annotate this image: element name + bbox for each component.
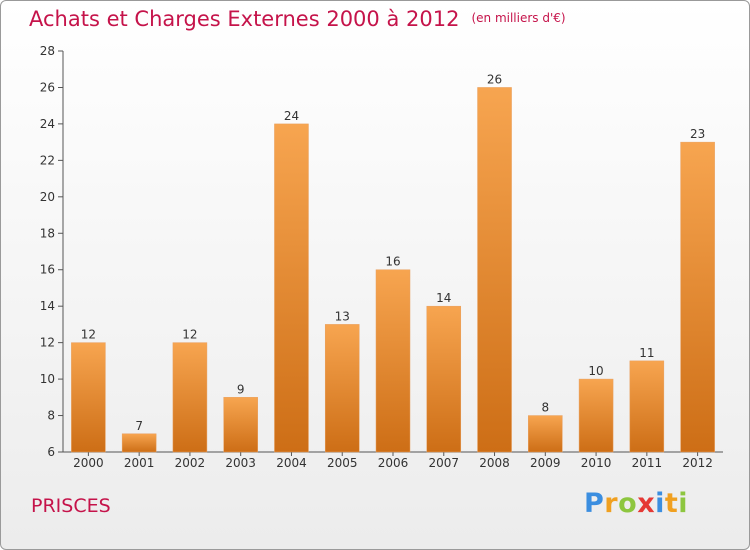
data-label: 12: [81, 328, 96, 342]
data-label: 10: [588, 364, 603, 378]
y-tick-label: 26: [40, 80, 55, 94]
bar: [375, 269, 411, 453]
data-label: 16: [385, 255, 400, 269]
x-tick-label: 2005: [327, 456, 358, 470]
y-tick-label: 14: [40, 299, 55, 313]
y-tick-label: 8: [47, 409, 55, 423]
y-tick-label: 20: [40, 190, 55, 204]
data-label: 26: [487, 72, 502, 86]
y-tick-label: 24: [40, 117, 55, 131]
x-tick-label: 2009: [530, 456, 561, 470]
data-label: 8: [541, 401, 549, 415]
bar: [121, 433, 157, 453]
logo-letter: o: [618, 488, 638, 519]
bar: [477, 87, 512, 453]
x-tick-label: 2000: [73, 456, 104, 470]
x-tick-label: 2011: [632, 456, 663, 470]
bar: [71, 342, 106, 453]
bar: [324, 324, 360, 453]
y-tick-label: 16: [40, 263, 55, 277]
x-tick-label: 2003: [225, 456, 256, 470]
x-tick-label: 2012: [682, 456, 713, 470]
x-tick-label: 2001: [124, 456, 155, 470]
x-tick-label: 2008: [479, 456, 510, 470]
logo-letter: x: [637, 488, 656, 519]
bars: 12 7 12 9 24 13 16 14 26 8 10 11 23: [71, 72, 715, 453]
data-label: 13: [335, 309, 350, 323]
y-tick-label: 22: [40, 153, 55, 167]
data-label: 23: [690, 127, 705, 141]
chart-title: Achats et Charges Externes 2000 à 2012 (e…: [29, 7, 566, 31]
data-label: 24: [284, 109, 299, 123]
x-tick-label: 2010: [581, 456, 612, 470]
place-name: PRISCES: [31, 495, 111, 517]
logo-letter: t: [664, 488, 679, 519]
x-tick-label: 2004: [276, 456, 307, 470]
bar: [629, 360, 665, 453]
chart-unit: (en milliers d'€): [471, 11, 566, 25]
y-tick-label: 6: [47, 445, 55, 459]
data-label: 11: [639, 346, 654, 360]
x-tick-label: 2002: [175, 456, 206, 470]
x-tick-label: 2006: [378, 456, 409, 470]
bar: [578, 378, 614, 453]
y-tick-label: 28: [40, 44, 55, 58]
x-tick-label: 2007: [428, 456, 459, 470]
y-tick-label: 18: [40, 226, 55, 240]
bar: [426, 305, 462, 453]
data-label: 12: [182, 328, 197, 342]
bar: [223, 397, 258, 453]
bar: [528, 415, 563, 453]
axes: 6 8 10 12 14 16 18 20 22 24 26 28 2000 2001 2002 2003 20…: [40, 44, 723, 470]
bar: [172, 342, 208, 453]
y-tick-label: 12: [40, 336, 55, 350]
bar: [274, 123, 309, 453]
data-label: 7: [135, 419, 143, 433]
logo-letter: i: [655, 488, 665, 519]
logo-letter: r: [604, 488, 619, 519]
proxiti-logo[interactable]: Proxiti: [584, 488, 688, 519]
logo-letter: i: [678, 488, 689, 519]
bar: [680, 141, 715, 453]
data-label: 9: [237, 382, 245, 396]
logo-letter: P: [584, 488, 605, 519]
data-label: 14: [436, 291, 451, 305]
y-tick-label: 10: [40, 372, 55, 386]
